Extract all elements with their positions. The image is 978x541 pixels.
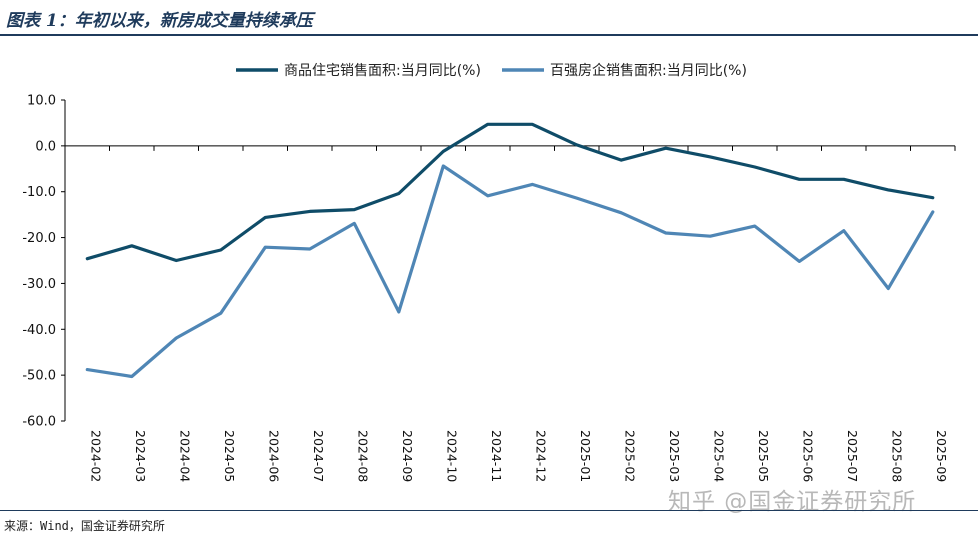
y-tick-label: -40.0 — [22, 323, 56, 338]
x-tick-label: 2024-12 — [533, 430, 548, 482]
data-point-series1 — [932, 196, 934, 199]
title-bar: 图表 1：年初以来，新房成交量持续承压 — [0, 0, 978, 36]
data-point-series2 — [220, 312, 222, 315]
chart-title: 图表 1：年初以来，新房成交量持续承压 — [6, 11, 313, 31]
data-point-series2 — [531, 183, 534, 186]
data-point-series2 — [932, 211, 934, 213]
data-point-series2 — [309, 248, 311, 250]
series-lines — [85, 122, 935, 379]
data-point-series1 — [487, 123, 489, 126]
data-point-series2 — [487, 195, 489, 197]
x-tick-label: 2025-01 — [578, 430, 593, 482]
data-point-series1 — [843, 178, 845, 181]
x-tick-label: 2025-06 — [800, 430, 815, 482]
y-tick-label: 0.0 — [35, 139, 56, 154]
source-note: 来源：Wind，国金证券研究所 — [4, 519, 165, 533]
data-point-series1 — [576, 144, 578, 146]
data-point-series2 — [442, 165, 445, 167]
x-tick-label: 2024-08 — [355, 430, 370, 482]
x-tick-label: 2024-04 — [177, 430, 192, 482]
data-point-series1 — [709, 156, 712, 158]
data-point-series1 — [175, 259, 178, 262]
y-tick-label: -50.0 — [22, 369, 56, 384]
series-line-2 — [85, 164, 935, 379]
x-tick-label: 2024-07 — [311, 430, 326, 482]
data-point-series1 — [620, 159, 623, 161]
x-tick-label: 2025-02 — [622, 430, 637, 482]
data-point-series1 — [398, 192, 400, 195]
y-tick-label: 10.0 — [27, 94, 56, 109]
data-point-series1 — [309, 210, 311, 213]
data-point-series1 — [353, 208, 356, 211]
y-tick-label: -60.0 — [22, 415, 56, 430]
data-point-series1 — [665, 147, 667, 149]
data-point-series2 — [175, 337, 178, 339]
x-tick-label: 2025-07 — [845, 430, 860, 482]
data-point-series2 — [86, 368, 89, 371]
x-tick-label: 2024-09 — [400, 430, 415, 482]
data-point-series2 — [576, 197, 578, 199]
data-point-series2 — [665, 232, 667, 234]
data-point-series2 — [264, 246, 267, 248]
legend-label-series1: 商品住宅销售面积:当月同比(%) — [284, 63, 481, 79]
data-point-series1 — [220, 249, 222, 251]
data-point-series2 — [620, 212, 623, 214]
legend: 商品住宅销售面积:当月同比(%) 百强房企销售面积:当月同比(%) — [236, 62, 747, 79]
y-tick-label: -20.0 — [22, 231, 56, 246]
x-tick-label: 2025-04 — [711, 430, 726, 482]
axes: 10.0 0.0 -10.0 -20.0 -30.0 -40.0 -50.0 -60.0 202… — [22, 94, 956, 482]
data-point-series1 — [531, 123, 534, 126]
data-point-series2 — [709, 235, 712, 237]
x-tick-label: 2025-05 — [756, 430, 771, 482]
source-bar: 来源：Wind，国金证券研究所 — [0, 510, 978, 541]
data-point-series2 — [398, 311, 400, 313]
x-tick-label: 2024-05 — [222, 430, 237, 482]
data-point-series1 — [86, 257, 89, 260]
data-point-series2 — [843, 229, 845, 232]
x-tick-label: 2025-08 — [889, 430, 904, 482]
data-point-series2 — [798, 260, 801, 263]
data-point-series1 — [131, 245, 133, 247]
data-point-series2 — [131, 375, 133, 378]
y-tick-label: -30.0 — [22, 277, 56, 292]
y-tick-label: -10.0 — [22, 185, 56, 200]
x-tick-label: 2024-02 — [88, 430, 103, 482]
series-line-1 — [85, 122, 935, 263]
data-point-series1 — [798, 178, 801, 181]
data-point-series1 — [754, 166, 756, 168]
legend-label-series2: 百强房企销售面积:当月同比(%) — [550, 62, 747, 79]
data-point-series2 — [754, 225, 756, 227]
data-point-series1 — [887, 189, 890, 191]
data-point-series1 — [442, 150, 445, 153]
x-tick-label: 2024-03 — [133, 430, 148, 482]
x-tick-label: 2024-11 — [489, 430, 504, 482]
x-tick-label: 2025-03 — [667, 430, 682, 482]
data-point-series1 — [264, 216, 267, 219]
x-tick-label: 2025-09 — [934, 430, 949, 482]
x-tick-label: 2024-06 — [266, 430, 281, 482]
data-point-series2 — [353, 222, 356, 225]
x-tick-label: 2024-10 — [444, 430, 459, 482]
data-point-series2 — [887, 287, 890, 290]
